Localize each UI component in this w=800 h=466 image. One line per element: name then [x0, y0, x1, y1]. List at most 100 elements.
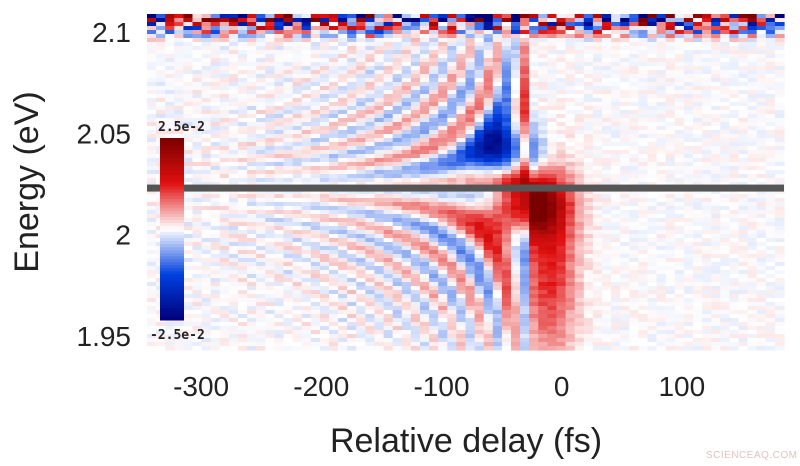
heatmap-cell — [474, 50, 485, 55]
heatmap-cell — [383, 262, 394, 267]
heatmap-cell — [474, 194, 485, 199]
heatmap-cell — [547, 62, 558, 67]
heatmap-cell — [374, 242, 385, 247]
heatmap-cell — [638, 110, 649, 115]
heatmap-cell — [292, 270, 303, 275]
heatmap-cell — [310, 30, 321, 35]
heatmap-cell — [538, 106, 548, 111]
heatmap-cell — [301, 282, 312, 287]
heatmap-cell — [511, 34, 521, 39]
heatmap-cell — [347, 234, 357, 239]
heatmap-cell — [338, 154, 348, 159]
heatmap-cell — [256, 178, 266, 183]
heatmap-cell — [219, 14, 230, 19]
heatmap-cell — [647, 74, 658, 79]
heatmap-cell — [611, 262, 621, 267]
heatmap-cell — [238, 334, 248, 339]
heatmap-cell — [602, 166, 612, 171]
heatmap-cell — [238, 202, 248, 207]
heatmap-cell — [147, 70, 157, 75]
heatmap-cell — [374, 66, 385, 71]
heatmap-cell — [665, 22, 676, 27]
heatmap-cell — [511, 146, 521, 151]
heatmap-cell — [319, 274, 330, 279]
heatmap-cell — [174, 18, 184, 23]
heatmap-cell — [283, 314, 294, 319]
heatmap-cell — [356, 314, 366, 319]
heatmap-cell — [238, 322, 248, 327]
heatmap-cell — [565, 342, 576, 347]
heatmap-cell — [274, 346, 285, 351]
heatmap-cell — [529, 146, 539, 151]
heatmap-cell — [583, 254, 594, 259]
heatmap-cell — [501, 294, 512, 299]
heatmap-cell — [465, 234, 476, 239]
heatmap-cell — [483, 246, 494, 251]
heatmap-cell — [210, 322, 221, 327]
heatmap-cell — [410, 166, 421, 171]
heatmap-cell — [319, 342, 330, 347]
heatmap-cell — [656, 78, 667, 83]
heatmap-cell — [365, 262, 376, 267]
heatmap-cell — [420, 322, 430, 327]
heatmap-cell — [420, 110, 430, 115]
heatmap-cell — [602, 58, 612, 63]
heatmap-cell — [683, 46, 694, 51]
heatmap-cell — [329, 206, 339, 211]
heatmap-cell — [165, 130, 175, 135]
heatmap-cell — [274, 46, 285, 51]
heatmap-cell — [201, 42, 212, 47]
heatmap-cell — [574, 234, 585, 239]
heatmap-cell — [547, 86, 558, 91]
heatmap-cell — [529, 306, 539, 311]
heatmap-cell — [456, 222, 467, 227]
heatmap-cell — [665, 42, 676, 47]
heatmap-cell — [401, 30, 412, 35]
heatmap-cell — [656, 346, 667, 351]
heatmap-cell — [410, 30, 421, 35]
heatmap-cell — [356, 278, 366, 283]
heatmap-cell — [447, 82, 457, 87]
heatmap-cell — [228, 346, 239, 351]
heatmap-cell — [347, 114, 357, 119]
heatmap-cell — [392, 70, 403, 75]
heatmap-cell — [283, 42, 294, 47]
heatmap-cell — [501, 242, 512, 247]
heatmap-cell — [511, 142, 521, 147]
heatmap-cell — [592, 70, 603, 75]
heatmap-cell — [292, 226, 303, 231]
heatmap-cell — [365, 194, 376, 199]
heatmap-cell — [574, 66, 585, 71]
heatmap-plot-area — [147, 14, 785, 351]
heatmap-cell — [583, 246, 594, 251]
heatmap-cell — [401, 318, 412, 323]
heatmap-cell — [319, 114, 330, 119]
heatmap-cell — [474, 298, 485, 303]
heatmap-cell — [383, 230, 394, 235]
heatmap-cell — [620, 290, 630, 295]
heatmap-cell — [156, 42, 166, 47]
heatmap-cell — [329, 226, 339, 231]
heatmap-cell — [565, 146, 576, 151]
heatmap-cell — [201, 242, 212, 247]
heatmap-cell — [247, 254, 257, 259]
heatmap-cell — [501, 326, 512, 331]
heatmap-cell — [529, 162, 539, 167]
heatmap-cell — [401, 314, 412, 319]
heatmap-cell — [392, 238, 403, 243]
heatmap-cell — [410, 178, 421, 183]
heatmap-cell — [629, 286, 639, 291]
heatmap-cell — [674, 90, 685, 95]
heatmap-cell — [483, 162, 494, 167]
heatmap-cell — [356, 78, 366, 83]
heatmap-cell — [456, 282, 467, 287]
heatmap-cell — [529, 122, 539, 127]
heatmap-cell — [392, 114, 403, 119]
heatmap-cell — [465, 230, 476, 235]
heatmap-cell — [174, 130, 184, 135]
heatmap-cell — [338, 130, 348, 135]
heatmap-cell — [183, 46, 194, 51]
heatmap-cell — [638, 114, 649, 119]
heatmap-cell — [683, 42, 694, 47]
heatmap-cell — [392, 162, 403, 167]
